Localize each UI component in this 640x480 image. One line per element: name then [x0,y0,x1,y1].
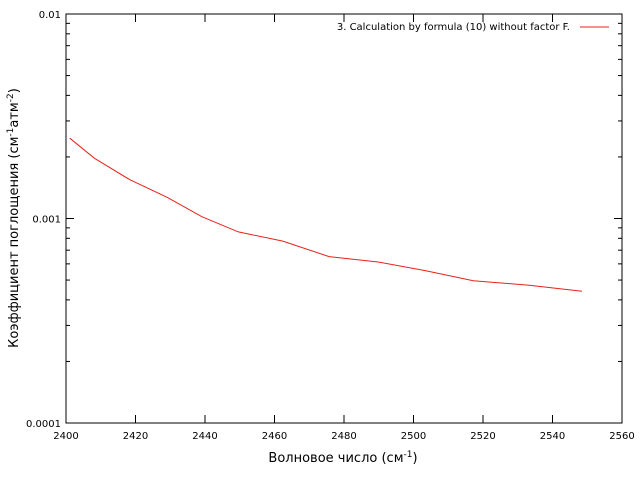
y-axis-title-tail: ) [7,88,22,93]
x-tick-label: 2520 [470,431,495,442]
x-axis-title-sup: -1 [404,450,413,460]
plot-frame [65,13,623,424]
x-tick-label: 2480 [331,431,356,442]
legend-label: 3. Calculation by formula (10) without f… [337,22,570,33]
axis-tick-labels: 2400 2420 2440 2460 2480 2500 2520 2540 2560 0.00… [26,10,635,442]
x-axis-title: Волновое число (см-1) [268,450,417,466]
axis-ticks [65,13,623,424]
x-tick-label: 2440 [192,431,217,442]
y-axis-title: Коэффициент поглощения (см-1атм-2) [6,88,22,348]
x-tick-label: 2460 [262,431,287,442]
y-axis-title-mid: атм [7,102,22,127]
y-tick-label: 0.01 [39,10,61,21]
x-axis-title-tail: ) [412,451,417,466]
series-line [69,137,583,292]
legend: 3. Calculation by formula (10) without f… [337,22,609,33]
y-axis-title-main: Коэффициент поглощения (см [7,137,22,348]
y-axis-title-sup1: -1 [6,128,16,137]
y-tick-label: 0.001 [32,215,61,226]
x-axis-title-main: Волновое число (см [268,451,403,466]
x-tick-label: 2500 [401,431,426,442]
y-tick-label: 0.0001 [26,419,61,430]
x-tick-label: 2420 [123,431,148,442]
x-tick-label: 2400 [53,431,78,442]
x-tick-label: 2560 [609,431,634,442]
y-axis-title-sup2: -2 [6,93,16,102]
x-tick-label: 2540 [540,431,565,442]
